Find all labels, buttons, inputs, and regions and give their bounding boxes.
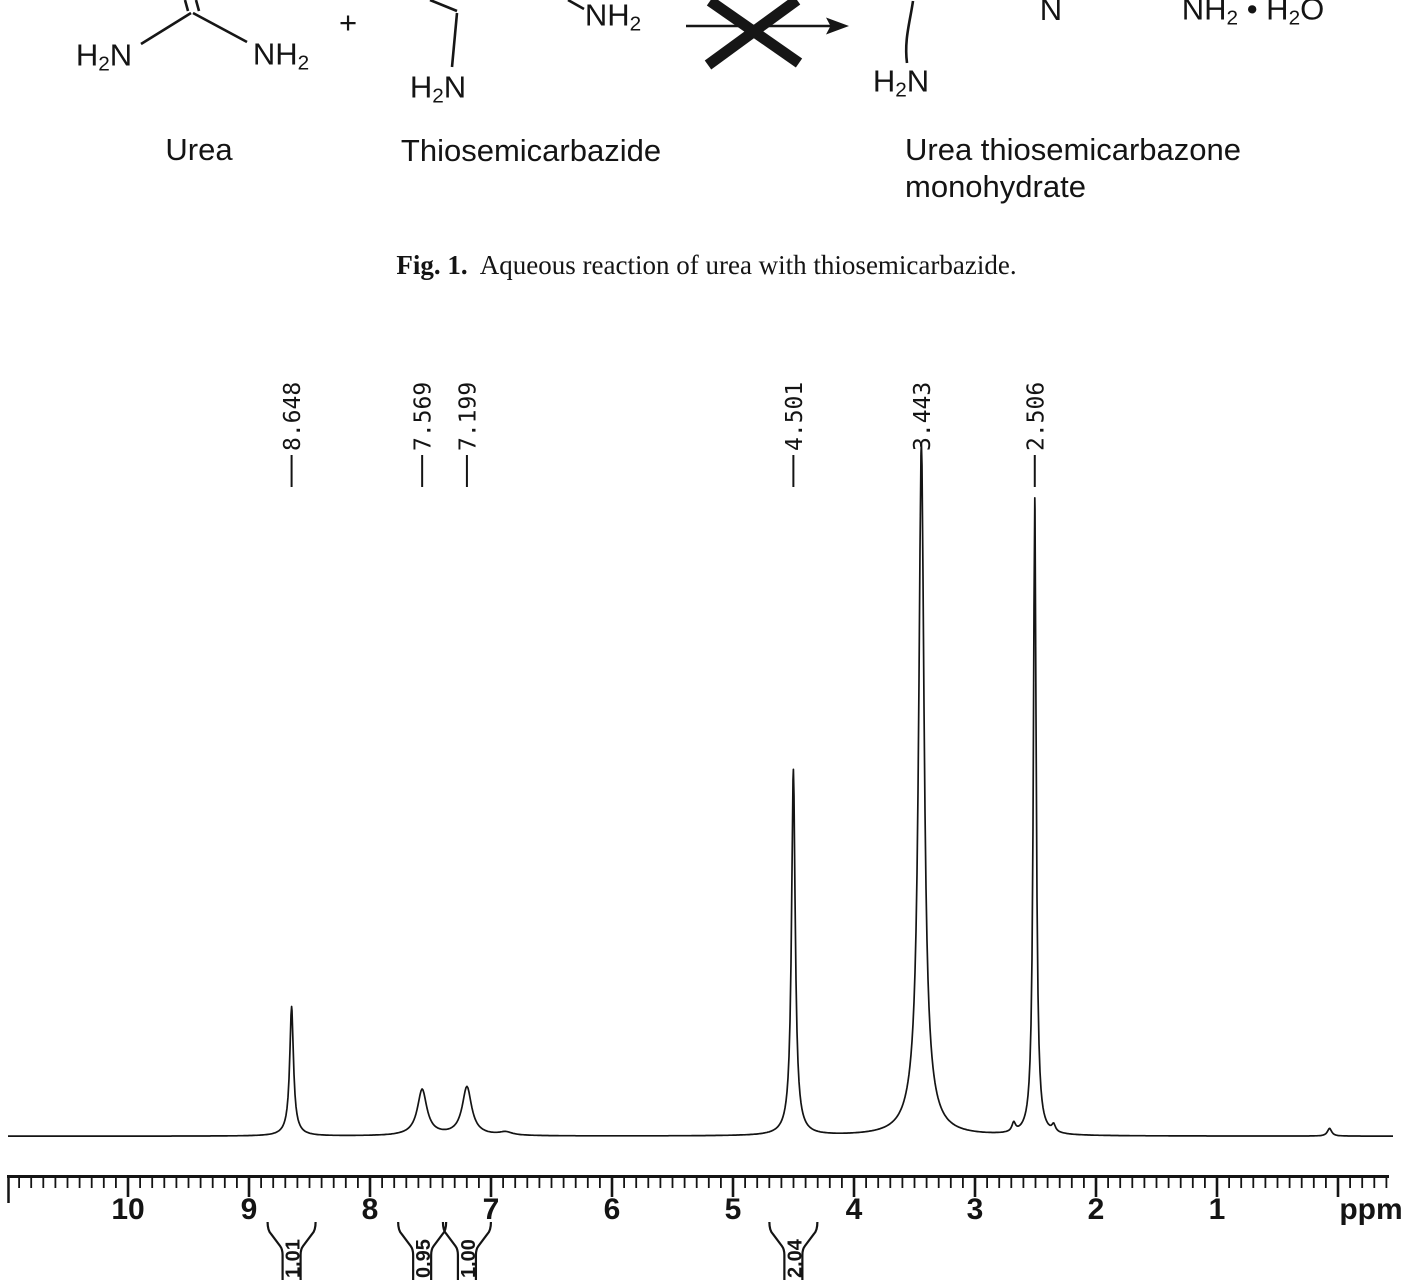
plus-sign: + — [338, 5, 358, 40]
urea-bond-to-h2n — [140, 11, 192, 46]
thio-bond-to-h2n — [450, 12, 459, 68]
urea-bond-to-nh2 — [192, 11, 248, 44]
x-axis-unit-label: ppm — [1339, 1193, 1402, 1226]
urea-co-double-bond-line2 — [194, 0, 201, 12]
product-nh2-hydrate-group: NH2 • H2O — [1181, 0, 1325, 30]
integral-value: 2.04 — [784, 1238, 806, 1278]
product-name-line1: Urea thiosemicarbazone — [905, 132, 1242, 167]
x-axis-tick-label: 5 — [725, 1193, 742, 1226]
peak-shift-label: 4.501 — [782, 382, 808, 451]
cross-out-stroke-2 — [704, 0, 801, 70]
product-imine-n: N — [1039, 0, 1063, 27]
integral-bracket-right — [474, 1221, 493, 1280]
integral-bracket-left — [266, 1221, 284, 1280]
integral-bracket-right — [801, 1221, 819, 1280]
product-h2n-group: H2N — [872, 63, 930, 102]
x-axis-tick-label: 7 — [483, 1193, 500, 1226]
x-axis-tick-label: 3 — [967, 1193, 984, 1226]
thiosemicarbazide-nh2-group: NH2 — [584, 0, 642, 36]
integral-bracket-right — [430, 1221, 448, 1280]
peak-shift-label: 8.648 — [280, 382, 306, 451]
peak-shift-label: 7.199 — [455, 382, 481, 451]
caption-label: Fig. 1. — [396, 250, 468, 280]
thio-cs-bond — [429, 0, 458, 13]
integral-bracket-right — [299, 1221, 317, 1280]
x-axis-tick-label: 2 — [1088, 1193, 1105, 1226]
urea-h2n-group: H2N — [75, 37, 133, 76]
thiosemicarbazide-name: Thiosemicarbazide — [400, 133, 662, 168]
integral-bracket-left — [768, 1221, 786, 1280]
urea-co-double-bond-line1 — [183, 0, 190, 12]
urea-nh2-group: NH2 — [252, 36, 310, 75]
product-name-line2: monohydrate — [905, 169, 1086, 204]
figure-caption: Fig. 1. Aqueous reaction of urea with thi… — [0, 250, 1413, 281]
integral-value: 1.01 — [283, 1239, 305, 1278]
integral-bracket-left — [397, 1221, 415, 1280]
reaction-scheme-bonds — [140, 0, 915, 70]
thio-bond-to-nh2 — [567, 0, 585, 11]
integral-value: 1.00 — [458, 1239, 480, 1278]
peak-shift-label: 2.506 — [1023, 382, 1049, 451]
peak-shift-label: 7.569 — [411, 382, 437, 451]
x-axis-tick-label: 6 — [604, 1193, 621, 1226]
caption-text: Aqueous reaction of urea with thiosemica… — [479, 250, 1017, 280]
x-axis-tick-label: 10 — [111, 1193, 144, 1226]
integral-value: 0.95 — [413, 1239, 435, 1278]
thiosemicarbazide-h2n-group: H2N — [409, 69, 467, 108]
peak-shift-label: 3.443 — [910, 382, 936, 451]
nmr-trace — [8, 442, 1393, 1137]
product-bond-to-h2n — [904, 0, 915, 64]
x-axis-tick-label: 8 — [362, 1193, 379, 1226]
x-axis-tick-label: 4 — [846, 1193, 863, 1226]
integral-bracket-left — [441, 1221, 460, 1280]
urea-name: Urea — [165, 132, 233, 167]
x-axis-tick-label: 1 — [1209, 1193, 1226, 1226]
x-axis-tick-label: 9 — [241, 1193, 258, 1226]
product-name: Urea thiosemicarbazone monohydrate — [905, 131, 1241, 205]
reaction-arrow-head — [826, 17, 849, 35]
